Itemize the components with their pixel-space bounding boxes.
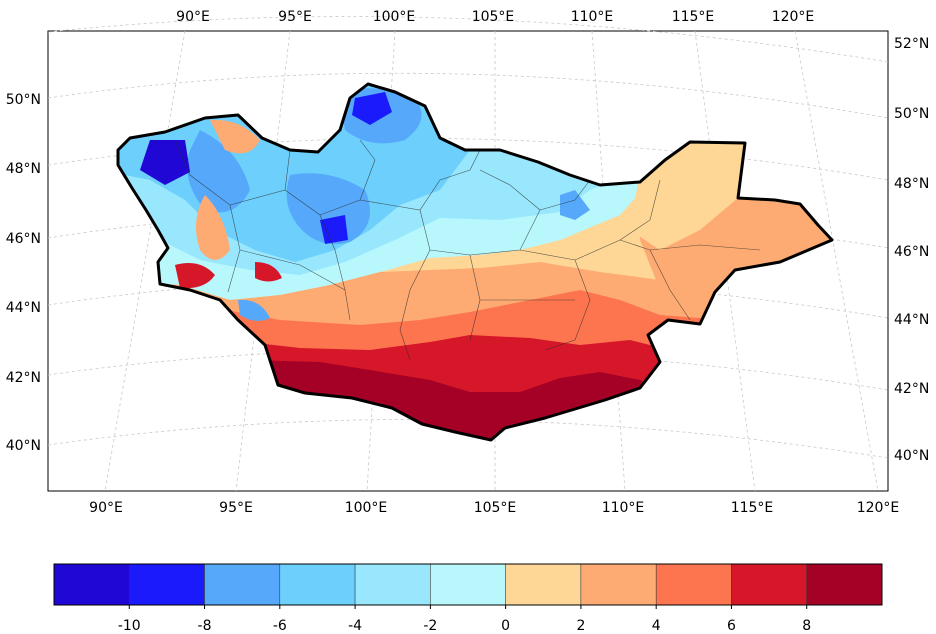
top-lon-label: 115°E xyxy=(672,9,715,25)
colorbar-bin xyxy=(279,563,356,606)
colorbar-tick-labels: -10 -8 -6 -4 -2 0 2 4 6 8 xyxy=(118,605,811,634)
top-lon-label: 105°E xyxy=(472,9,515,25)
top-lon-label: 90°E xyxy=(176,9,210,25)
right-lat-label: 40°N xyxy=(894,448,929,464)
colorbar-tick-label: 0 xyxy=(501,618,510,634)
colorbar-tick-label: -4 xyxy=(348,618,362,634)
right-lat-label: 44°N xyxy=(894,312,929,328)
colorbar-tick-label: -6 xyxy=(273,618,287,634)
right-lat-label: 52°N xyxy=(894,36,929,52)
right-lat-label: 46°N xyxy=(894,244,929,260)
colorbar-tick-label: 4 xyxy=(652,618,661,634)
colorbar-tick-label: 6 xyxy=(727,618,736,634)
bottom-lon-label: 95°E xyxy=(219,500,253,516)
colorbar-tick-label: -10 xyxy=(118,618,141,634)
colorbar-bin xyxy=(53,563,130,606)
top-lon-label: 100°E xyxy=(373,9,416,25)
colorbar-bin xyxy=(204,563,281,606)
right-latitude-labels: 52°N 50°N 48°N 46°N 44°N 42°N 40°N xyxy=(894,36,929,464)
top-lon-label: 120°E xyxy=(772,9,815,25)
bottom-lon-label: 105°E xyxy=(474,500,517,516)
left-lat-label: 40°N xyxy=(6,438,41,454)
province-boundaries xyxy=(174,139,761,361)
left-lat-label: 50°N xyxy=(6,92,41,108)
left-lat-label: 44°N xyxy=(6,300,41,316)
colorbar xyxy=(53,563,883,606)
colorbar-bin xyxy=(129,563,205,606)
colorbar-bin xyxy=(655,563,732,606)
bottom-lon-label: 110°E xyxy=(602,500,645,516)
colorbar-bin xyxy=(505,563,582,606)
colorbar-tick-label: -8 xyxy=(198,618,212,634)
top-lon-label: 95°E xyxy=(278,9,312,25)
colorbar-bin xyxy=(354,563,431,606)
bottom-longitude-labels: 90°E 95°E 100°E 105°E 110°E 115°E 120°E xyxy=(89,500,899,516)
bottom-lon-label: 100°E xyxy=(345,500,388,516)
right-lat-label: 42°N xyxy=(894,381,929,397)
colorbar-bin xyxy=(580,563,657,606)
left-lat-label: 48°N xyxy=(6,161,41,177)
right-lat-label: 48°N xyxy=(894,176,929,192)
bottom-lon-label: 120°E xyxy=(857,500,900,516)
colorbar-tick-label: 8 xyxy=(802,618,811,634)
colorbar-bin xyxy=(806,563,883,606)
country-outline xyxy=(116,82,834,442)
left-lat-label: 46°N xyxy=(6,231,41,247)
top-longitude-labels: 90°E 95°E 100°E 105°E 110°E 115°E 120°E xyxy=(176,9,814,25)
top-lon-label: 110°E xyxy=(571,9,614,25)
colorbar-frame xyxy=(53,563,883,606)
bottom-lon-label: 115°E xyxy=(731,500,774,516)
colorbar-tick-label: -2 xyxy=(423,618,437,634)
colorbar-tick-label: 2 xyxy=(576,618,585,634)
right-lat-label: 50°N xyxy=(894,106,929,122)
left-lat-label: 42°N xyxy=(6,370,41,386)
colorbar-bin xyxy=(430,563,506,606)
left-latitude-labels: 50°N 48°N 46°N 44°N 42°N 40°N xyxy=(6,92,41,454)
bottom-lon-label: 90°E xyxy=(89,500,123,516)
colorbar-bin xyxy=(731,563,807,606)
